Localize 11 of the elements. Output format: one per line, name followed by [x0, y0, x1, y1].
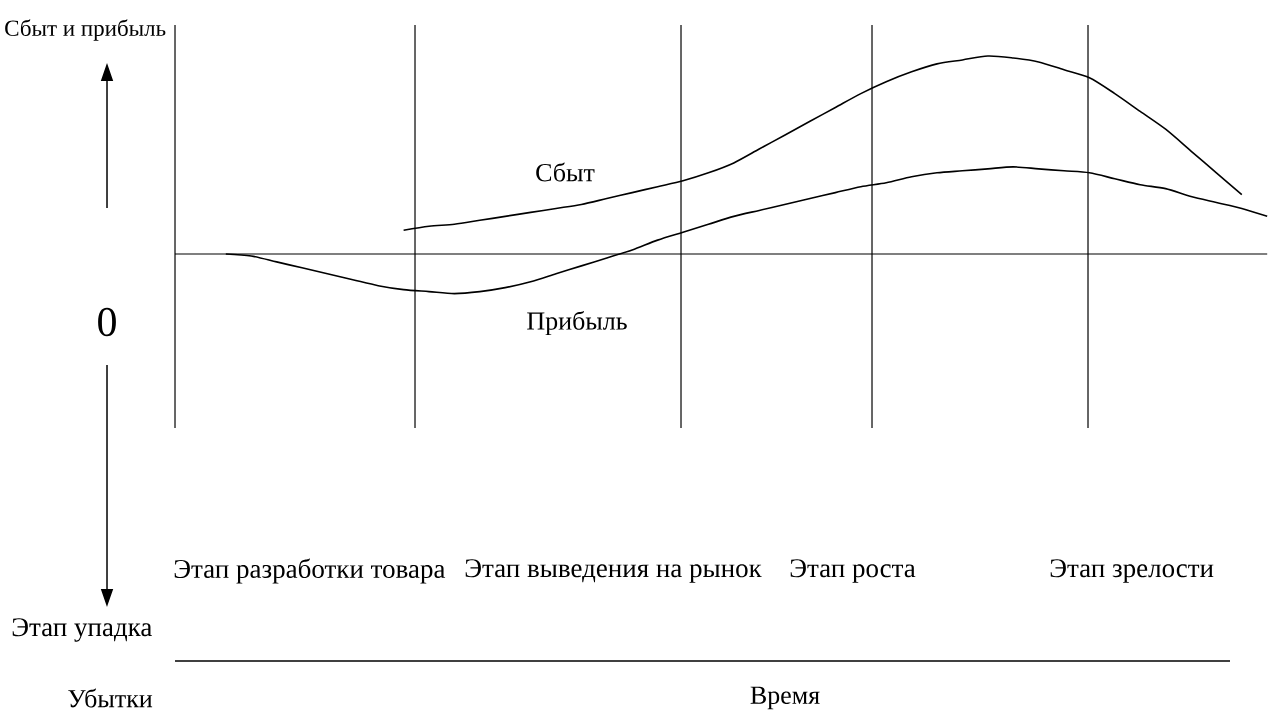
- text: Время: [750, 686, 820, 710]
- text: Этап упадка: [12, 618, 152, 642]
- text: Этап разработки товара: [174, 558, 446, 584]
- series-label: Прибыль: [527, 310, 627, 336]
- text: Убытки: [68, 688, 153, 708]
- text: 0: [98, 307, 116, 337]
- text: Этап выведения на рынок: [465, 559, 762, 583]
- text: Этап зрелости: [1050, 559, 1214, 583]
- y-axis-title: Сбыт и прибыль: [5, 19, 166, 41]
- text: Этап роста: [790, 559, 916, 583]
- series-label: Сбыт: [536, 162, 595, 182]
